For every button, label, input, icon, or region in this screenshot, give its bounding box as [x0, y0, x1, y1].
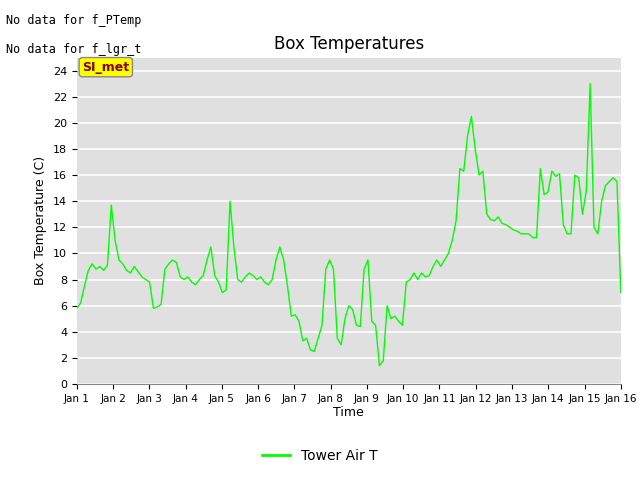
X-axis label: Time: Time: [333, 407, 364, 420]
Text: No data for f_PTemp: No data for f_PTemp: [6, 14, 142, 27]
Text: SI_met: SI_met: [82, 60, 129, 73]
Legend: Tower Air T: Tower Air T: [257, 443, 383, 468]
Text: No data for f_lgr_t: No data for f_lgr_t: [6, 43, 142, 56]
Title: Box Temperatures: Box Temperatures: [274, 35, 424, 53]
Y-axis label: Box Temperature (C): Box Temperature (C): [35, 156, 47, 286]
